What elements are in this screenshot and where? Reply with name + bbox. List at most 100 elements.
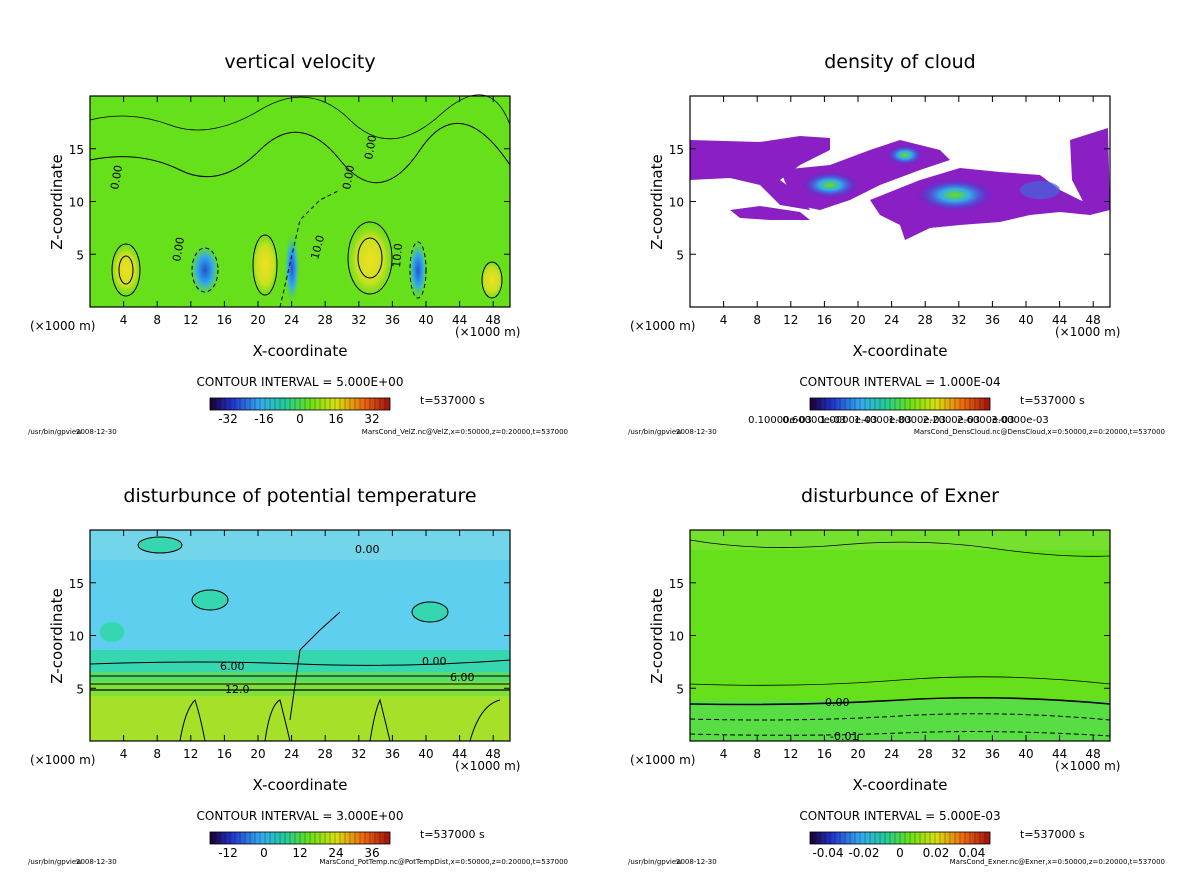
time-stamp: t=537000 s [420, 828, 485, 841]
contour-interval: CONTOUR INTERVAL = 1.000E-04 [799, 375, 1000, 389]
time-stamp: t=537000 s [1020, 828, 1085, 841]
contour-label: 0.00 [108, 164, 125, 190]
x-tick-label: 48 [486, 747, 501, 761]
colorbar-tick-label: 0 [260, 846, 268, 860]
filename: MarsCond_PotTemp.nc@PotTempDist,x=0:5000… [319, 858, 568, 866]
y-tick-label: 5 [76, 682, 84, 696]
unit-left: (×1000 m) [30, 319, 95, 333]
contour-label: 12.0 [225, 683, 250, 696]
x-tick-label: 24 [284, 313, 299, 327]
x-axis-label: X-coordinate [253, 342, 348, 360]
plot-field: 0.00 0.00 6.00 6.00 12.0 [89, 530, 511, 742]
x-tick-label: 40 [1018, 313, 1033, 327]
time-stamp: t=537000 s [420, 394, 485, 407]
x-tick-label: 44 [452, 313, 467, 327]
x-tick-label: 16 [817, 747, 832, 761]
x-tick-label: 28 [318, 313, 333, 327]
x-tick-label: 36 [385, 747, 400, 761]
x-tick-label: 16 [217, 313, 232, 327]
time-stamp: t=537000 s [1020, 394, 1085, 407]
colorbar-tick-label: -12 [218, 846, 238, 860]
colorbar-tick-label: 0.10000e-03 [748, 415, 812, 426]
x-tick-label: 20 [850, 313, 865, 327]
x-tick-label: 16 [217, 747, 232, 761]
colorbar-tick-label: -16 [254, 412, 274, 426]
colorbar-tick-label: 2.2000e-03 [923, 415, 980, 426]
x-tick-label: 40 [1018, 747, 1033, 761]
x-tick-label: 20 [850, 747, 865, 761]
date: 2008-12-30 [76, 858, 117, 866]
program-path: /usr/bin/gpview [28, 428, 82, 436]
colorbar-tick-label: 3.0000e-03 [991, 415, 1048, 426]
colorbar: -12 0 12 24 36 [209, 831, 391, 860]
x-tick-label: 4 [120, 747, 128, 761]
x-tick-label: 36 [385, 313, 400, 327]
x-tick-label: 12 [783, 747, 798, 761]
x-axis-label: X-coordinate [253, 776, 348, 794]
chart-title: disturbunce of Exner [801, 485, 999, 507]
unit-left: (×1000 m) [30, 753, 95, 767]
x-tick-label: 8 [153, 313, 161, 327]
x-tick-label: 28 [318, 747, 333, 761]
panel-density-of-cloud: density of cloud 4 8 12 16 20 24 28 32 36 40 44 485… [628, 51, 1165, 436]
x-tick-label: 24 [884, 747, 899, 761]
plot-field: 0.00 -0.01 [689, 530, 1111, 743]
colorbar-tick-label: 12 [292, 846, 307, 860]
x-axis-label: X-coordinate [853, 776, 948, 794]
contour-label: 0.00 [340, 164, 357, 190]
x-tick-label: 8 [753, 313, 761, 327]
unit-right: (×1000 m) [455, 759, 520, 773]
y-tick-label: 5 [76, 248, 84, 262]
x-tick-label: 8 [153, 747, 161, 761]
chart-title: density of cloud [824, 51, 976, 73]
x-tick-label: 20 [250, 313, 265, 327]
y-tick-label: 15 [69, 577, 84, 591]
colorbar-tick-label: 36 [364, 846, 379, 860]
x-tick-label: 4 [720, 747, 728, 761]
filename: MarsCond_DensCloud.nc@DensCloud,x=0:5000… [914, 428, 1165, 436]
contour-label: 10.0 [308, 234, 327, 261]
y-tick-label: 10 [69, 196, 84, 210]
chart-title: disturbunce of potential temperature [123, 485, 476, 507]
y-tick-label: 10 [69, 630, 84, 644]
contour-label: 6.00 [450, 671, 475, 684]
unit-left: (×1000 m) [630, 753, 695, 767]
contour-interval: CONTOUR INTERVAL = 5.000E-03 [799, 809, 1000, 823]
colorbar: -0.04 -0.02 0 0.02 0.04 [809, 831, 991, 860]
y-tick-label: 15 [669, 577, 684, 591]
colorbar-tick-label: -0.02 [848, 846, 879, 860]
x-tick-label: 28 [918, 747, 933, 761]
x-tick-label: 12 [783, 313, 798, 327]
filename: MarsCond_Exner.nc@Exner,x=0:50000,z=0:20… [950, 858, 1165, 866]
contour-interval: CONTOUR INTERVAL = 3.000E+00 [197, 809, 404, 823]
y-axis-label: Z-coordinate [48, 154, 66, 249]
x-tick-label: 40 [418, 747, 433, 761]
x-tick-label: 24 [284, 747, 299, 761]
y-axis-label: Z-coordinate [648, 154, 666, 249]
colorbar-tick-label: -0.04 [812, 846, 843, 860]
panel-vertical-velocity: vertical velocity 0.00 0.00 0.00 0.00 [28, 51, 568, 436]
unit-right: (×1000 m) [1055, 325, 1120, 339]
x-tick-label: 16 [817, 313, 832, 327]
x-tick-label: 48 [1086, 747, 1101, 761]
x-tick-label: 40 [418, 313, 433, 327]
contour-label: 0.00 [170, 236, 187, 262]
colorbar-tick-label: 0 [896, 846, 904, 860]
plot-field: 0.00 0.00 0.00 0.00 10.0 10.0 [89, 94, 511, 308]
colorbar-tick-label: 0 [296, 412, 304, 426]
colorbar-tick-label: 1.4000e-03 [854, 415, 911, 426]
panel-potential-temperature: disturbunce of potential temperature [28, 485, 568, 866]
x-tick-label: 8 [753, 747, 761, 761]
contour-label: -0.01 [830, 730, 858, 743]
x-tick-label: 12 [183, 747, 198, 761]
x-tick-label: 48 [1086, 313, 1101, 327]
x-tick-label: 28 [918, 313, 933, 327]
x-tick-label: 44 [1052, 313, 1067, 327]
y-tick-label: 5 [676, 248, 684, 262]
x-axis-label: X-coordinate [853, 342, 948, 360]
colorbar: -32 -16 0 16 32 [209, 397, 391, 426]
colorbar-tick-label: -32 [218, 412, 238, 426]
